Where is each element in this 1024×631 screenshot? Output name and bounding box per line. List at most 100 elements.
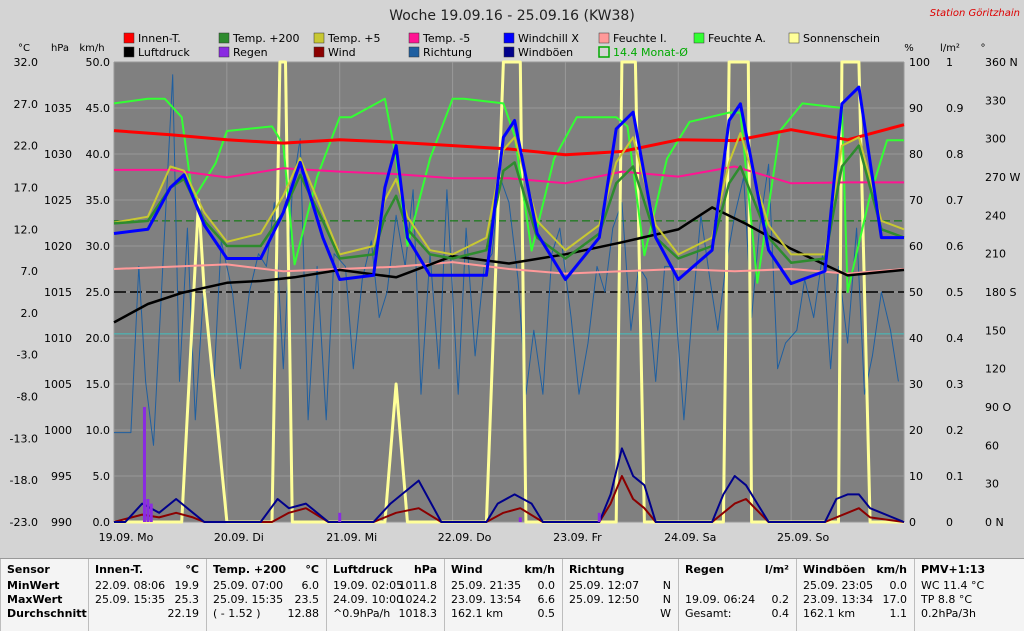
tick-label-wind: 20.0 [86,332,111,345]
tick-label-wind: 30.0 [86,240,111,253]
stats-row-label: 25.09. 12:50 [569,593,640,606]
legend-swatch [503,32,515,44]
series-layer [113,60,905,524]
stats-row-value: 1.1 [889,607,908,620]
tick-label-wind: 5.0 [93,470,111,483]
stats-row-value: 23.5 [294,593,320,606]
stats-column: Regen l/m² 19.09. 06:24 0.2 Gesamt: 0.4 [678,559,797,631]
legend-swatch [408,32,420,44]
legend-swatch [693,32,705,44]
tick-label-percent: 10 [909,470,923,483]
stats-column-title: Richtung [569,563,625,576]
legend-swatch [503,46,515,58]
tick-label-pressure: 1005 [44,378,72,391]
rain-bar [338,512,342,522]
axis-ticks: 32.0 27.0 22.0 17.0 12.0 7.0 2.0 -3.0 -8.0 -13.0 -… [10,56,1021,544]
tick-label-pressure: 1010 [44,332,72,345]
stats-column: Innen-T. °C 22.09. 08:06 19.9 25.09. 15:35 25… [88,559,207,631]
unit-percent: % [904,43,914,54]
stats-row-label: 25.09. 15:35 [95,593,166,606]
legend-swatch [598,32,610,44]
tick-label-rain: 0.9 [946,102,964,115]
stats-row-label: 24.09. 10:00 [333,593,404,606]
stats-row-label: 162.1 km [451,607,504,620]
stats-row-value: 1024.2 [398,593,438,606]
legend-swatch [313,46,325,58]
tick-label-pressure: 1020 [44,240,72,253]
stats-row-label: 19.09. 02:05 [333,579,404,592]
tick-label-direction: 180 S [985,286,1016,299]
rain-bar [146,499,150,522]
axis-units: °C hPa km/h % l/m² ° [18,43,985,54]
legend-label: Feuchte I. [613,32,667,45]
stats-row-value: 25.3 [174,593,200,606]
stats-row-label: 25.09. 12:07 [569,579,640,592]
stats-column-unit: °C [305,563,319,576]
stats-row-label: MaxWert [7,593,63,606]
tick-label-temp: 27.0 [14,98,39,111]
series-line-richtung [114,74,899,446]
tick-label-temp: -8.0 [17,391,38,404]
stats-row-value: 0.2 [771,593,790,606]
legend-swatch [123,46,135,58]
tick-label-rain: 1 [946,56,953,69]
legend-label: Innen-T. [138,32,181,45]
stats-column-unit: km/h [876,563,907,576]
stats-column-title: Temp. +200 [213,563,287,576]
tick-label-day: 20.09. Di [214,531,264,544]
stats-column-title: Windböen [803,563,866,576]
tick-label-rain: 0.5 [946,286,964,299]
tick-label-wind: 40.0 [86,148,111,161]
tick-label-temp: 7.0 [21,265,39,278]
tick-label-temp: 17.0 [14,181,39,194]
legend-swatch [408,46,420,58]
stats-row-label: 25.09. 23:05 [803,579,874,592]
stats-row-label: 23.09. 13:34 [803,593,874,606]
rain-bar [597,512,601,522]
legend-label: Feuchte A. [708,32,766,45]
tick-label-direction: 120 [985,363,1006,376]
legend-label: Temp. -5 [422,32,470,45]
rain-bar [142,407,146,522]
tick-label-direction: 30 [985,478,999,491]
stats-row-value: 0.5 [537,607,556,620]
stats-column-title: PMV+1:13 [921,563,986,576]
unit-wind: km/h [79,43,104,54]
statistics-table: Sensor MinWert MaxWert Durchschnitt Innen-T.… [0,558,1024,631]
series-line-luftdruck [113,206,905,324]
tick-label-day: 21.09. Mi [326,531,377,544]
stats-row-value: 0.0 [889,579,908,592]
tick-label-rain: 0.3 [946,378,964,391]
legend-label: Windchill X [518,32,579,45]
tick-label-wind: 35.0 [86,194,111,207]
legend: Innen-T. Temp. +200 Temp. +5 Temp. -5 Windch… [123,32,880,59]
stats-row-value: 6.6 [537,593,556,606]
stats-column-unit: °C [185,563,199,576]
tick-label-wind: 10.0 [86,424,111,437]
stats-row-value: 0.4 [771,607,790,620]
stats-row-label: ( - 1.52 ) [213,607,261,620]
tick-label-temp: -18.0 [10,474,38,487]
stats-row-label: ^0.9hPa/h [333,607,391,620]
tick-label-direction: 360 N [985,56,1018,69]
tick-label-day: 19.09. Mo [99,531,154,544]
tick-label-wind: 0.0 [93,516,111,529]
stats-column: Richtung 25.09. 12:07 N 25.09. 12:50 N W [562,559,679,631]
legend-swatch [218,32,230,44]
stats-column: Luftdruck hPa 19.09. 02:05 1011.8 24.09. 10:… [326,559,445,631]
stats-row-label: WC 11.4 °C [921,579,985,592]
tick-label-pressure: 1000 [44,424,72,437]
rain-bar [518,517,522,522]
tick-label-rain: 0.4 [946,332,964,345]
stats-row-label: 23.09. 13:54 [451,593,522,606]
tick-label-day: 24.09. Sa [664,531,716,544]
stats-row-label: MinWert [7,579,60,592]
tick-label-day: 23.09. Fr [553,531,602,544]
tick-label-rain: 0.7 [946,194,964,207]
tick-label-temp: 32.0 [14,56,39,69]
stats-row-label: Gesamt: [685,607,732,620]
tick-label-day: 22.09. Do [438,531,492,544]
tick-label-percent: 0 [909,516,916,529]
tick-label-pressure: 1030 [44,148,72,161]
stats-column-title: Luftdruck [333,563,393,576]
